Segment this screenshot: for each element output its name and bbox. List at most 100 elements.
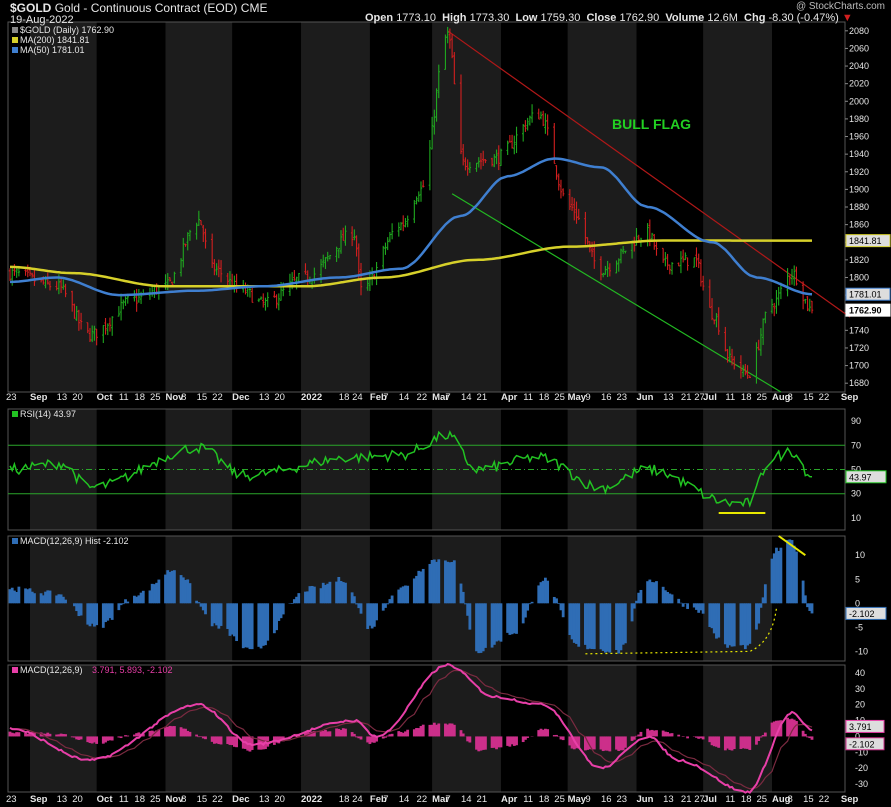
macd-small-hist-bar xyxy=(515,736,518,746)
rsi-badge-label: 43.97 xyxy=(849,472,872,482)
macd-hist-legend-label: MACD(12,26,9) Hist -2.102 xyxy=(20,536,129,546)
macd-small-hist-bar xyxy=(306,731,310,737)
macd-small-hist-bar xyxy=(661,730,665,737)
macd-hist-bar xyxy=(95,603,99,626)
macd-small-hist-bar xyxy=(235,736,239,748)
macd-small-hist-bar xyxy=(699,736,703,739)
macd-hist-bar xyxy=(28,588,32,604)
macd-small-hist-bar xyxy=(101,736,105,744)
macd-hist-bar xyxy=(335,581,338,604)
macd-hist-bar xyxy=(810,603,814,614)
macd-small-hist-bar xyxy=(572,736,576,750)
macd-hist-bar xyxy=(806,603,809,608)
macd-small-hist-bar xyxy=(337,728,341,737)
macd-small-hist-bar xyxy=(73,736,76,738)
macd-small-hist-bar xyxy=(124,735,127,737)
macd-small-hist-bar xyxy=(217,736,221,745)
x-axis-label: 13 xyxy=(57,794,68,805)
rsi-badge-box xyxy=(845,470,887,484)
x-axis-label: 14 xyxy=(461,794,472,805)
macd-small-hist-bar xyxy=(512,736,516,746)
macd-hist-bar xyxy=(101,603,105,628)
price-tick-label: 1700 xyxy=(849,361,869,371)
macd-hist-bar xyxy=(172,570,176,604)
rsi-tick-label: 90 xyxy=(851,416,861,426)
macd-line xyxy=(9,663,813,794)
macd-small-hist-bar xyxy=(717,736,721,748)
macd-hist-bar xyxy=(179,575,183,604)
macd-tick-label: 20 xyxy=(855,700,865,710)
macd-small-hist-bar xyxy=(210,736,214,742)
macd-peak-highlight xyxy=(778,535,806,557)
ma200-line xyxy=(10,239,812,288)
macd-small-hist-bar xyxy=(108,736,112,741)
macd-hist-bar xyxy=(384,603,387,608)
macd-hist-bar xyxy=(790,540,794,604)
macd-small-hist-bar xyxy=(17,732,21,737)
macd-hist-bar xyxy=(746,603,749,646)
macd-small-hist-bar xyxy=(390,733,394,737)
open-label: Open xyxy=(365,12,394,24)
macd-hist-bar xyxy=(157,579,161,604)
x-axis-label: 20 xyxy=(274,392,285,403)
x-axis-label: Jun xyxy=(636,794,653,805)
macd-small-hist-bar xyxy=(381,736,385,739)
macd-legend-swatch xyxy=(12,667,18,673)
macd-hist-bar xyxy=(459,583,463,604)
x-axis-label: 7 xyxy=(383,794,388,805)
x-axis-label: 11 xyxy=(523,392,533,403)
macd-hist-bar xyxy=(90,603,94,624)
macd-badge-label: -2.102 xyxy=(849,739,875,749)
macd-small-hist-bar xyxy=(199,736,203,737)
macd-hist-bar xyxy=(355,603,358,605)
macd-small-hist-bar xyxy=(763,732,767,737)
x-axis-label: 15 xyxy=(803,794,814,805)
x-axis-label: 22 xyxy=(819,794,830,805)
macd-hist-bar xyxy=(701,603,705,614)
macd-small-hist-bar xyxy=(726,736,729,749)
macd-small-hist-bar xyxy=(417,728,421,737)
x-axis-label: 23 xyxy=(616,794,627,805)
macd-small-hist-bar xyxy=(355,736,358,738)
macd-small-hist-bar xyxy=(603,736,607,751)
month-stripe xyxy=(703,22,773,392)
macd-small-hist-bar xyxy=(710,736,714,746)
macd-hist-bar xyxy=(712,603,716,634)
macd-hist-bar xyxy=(637,592,641,604)
macd-small-hist-bar xyxy=(324,729,327,737)
price-tick-label: 2040 xyxy=(849,61,869,71)
x-axis-label: Jun xyxy=(636,392,653,403)
macd-hist-bar xyxy=(401,586,405,604)
x-axis-label: 21 xyxy=(681,794,692,805)
macd-small-hist-bar xyxy=(806,736,809,738)
macd-hist-bar xyxy=(153,584,156,604)
macd-hist-bar xyxy=(204,603,207,615)
x-axis-label: 9 xyxy=(585,794,590,805)
macd-hist-bar xyxy=(481,603,485,652)
chart-title: $GOLD Gold - Continuous Contract (EOD) C… xyxy=(10,1,267,15)
macd-hist-bar xyxy=(446,561,450,604)
macd-hist-bar xyxy=(526,603,530,611)
macd-tick-label: -10 xyxy=(855,747,868,757)
macd-small-hist-bar xyxy=(368,736,372,744)
price-tick-label: 2080 xyxy=(849,26,869,36)
macd-hist-bar xyxy=(117,603,121,611)
macd-hist-bar xyxy=(710,603,714,629)
macd-hist-axis: 10 5 0 -5 -10 -2.102 xyxy=(845,550,887,656)
macd-hist-bar xyxy=(108,603,112,619)
macd-small-hist-bar xyxy=(8,731,12,737)
macd-hist-bar xyxy=(148,590,152,604)
macd-small-hist-bar xyxy=(475,736,478,750)
chart-date: 19-Aug-2022 xyxy=(10,14,74,26)
macd-small-hist-bar xyxy=(412,729,416,737)
macd-small-hist-bar xyxy=(168,725,172,737)
macd-small-hist-bar xyxy=(261,736,265,750)
price-tick-label: 1740 xyxy=(849,325,869,335)
macd-badge-label: 3.791 xyxy=(849,722,872,732)
x-axis-label: 25 xyxy=(150,794,161,805)
macd-hist-bar xyxy=(388,599,392,604)
macd-small-hist-bar xyxy=(648,730,652,737)
macd-hist-bar xyxy=(492,603,496,645)
macd-small-hist-bar xyxy=(59,733,63,737)
macd-small-hist-bar xyxy=(670,733,674,737)
